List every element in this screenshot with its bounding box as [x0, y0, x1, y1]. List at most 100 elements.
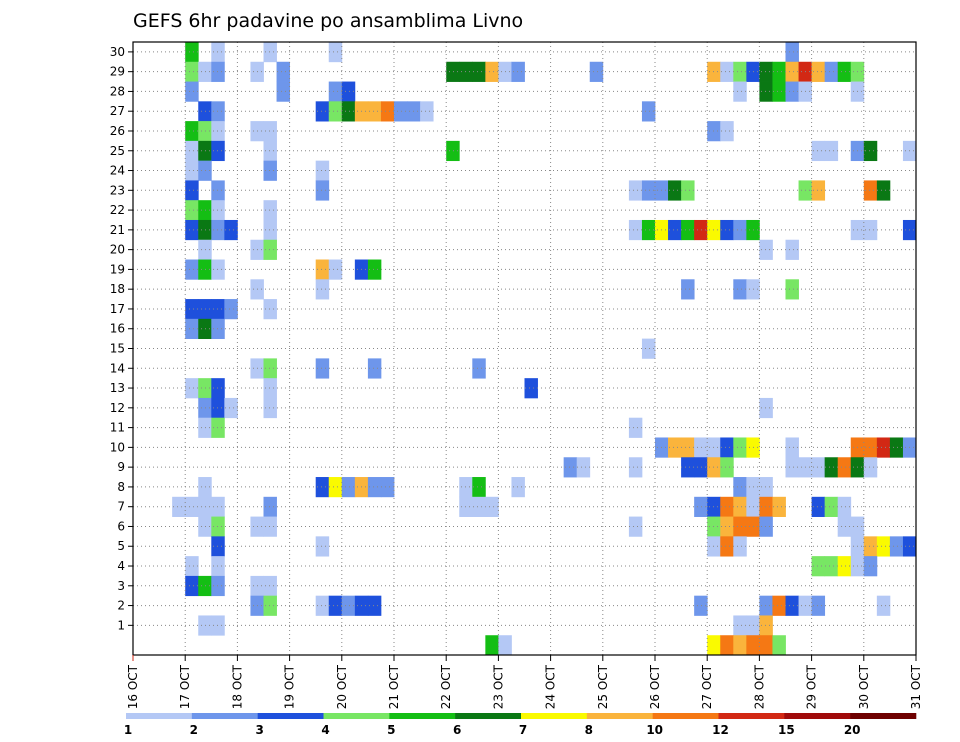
x-tick-label: 31 OCT	[909, 664, 923, 709]
data-cell	[263, 516, 277, 537]
y-tick-label: 21	[110, 223, 125, 237]
data-cell	[198, 219, 212, 241]
data-cell	[733, 536, 747, 557]
data-cell	[733, 615, 747, 636]
data-cell	[263, 219, 277, 241]
data-cell	[198, 160, 212, 181]
data-cell	[863, 140, 878, 162]
data-cell	[211, 536, 225, 557]
data-cell	[694, 595, 708, 616]
data-cell	[720, 121, 734, 142]
data-cell	[498, 635, 512, 656]
data-cell	[759, 397, 773, 419]
data-cell	[681, 457, 695, 478]
data-cell	[185, 575, 199, 597]
legend-label: 5	[387, 723, 395, 737]
data-cell	[733, 437, 747, 458]
y-tick-label: 25	[110, 144, 125, 158]
legend-swatch	[718, 713, 785, 719]
data-cell	[185, 299, 199, 320]
y-tick-label: 12	[110, 401, 125, 415]
data-cell	[811, 595, 826, 616]
data-cell	[211, 121, 225, 142]
data-cell	[837, 496, 852, 517]
data-cell	[628, 417, 643, 438]
data-cell	[472, 61, 486, 82]
y-tick-label: 5	[117, 539, 125, 553]
data-cell	[589, 61, 604, 82]
y-tick-label: 19	[110, 262, 125, 276]
y-tick-label: 14	[110, 361, 125, 375]
data-cell	[211, 378, 225, 399]
data-cell	[185, 318, 199, 340]
data-cell	[198, 615, 212, 636]
data-cell	[485, 635, 499, 656]
data-cell	[641, 101, 656, 122]
data-cell	[172, 496, 186, 517]
data-cell	[694, 219, 708, 241]
legend-label: 7	[519, 723, 527, 737]
data-cell	[628, 219, 643, 241]
data-cell	[811, 180, 826, 201]
data-cell	[263, 496, 277, 517]
data-cell	[198, 397, 212, 419]
y-tick-label: 8	[117, 480, 125, 494]
y-tick-label: 15	[110, 342, 125, 356]
y-tick-label: 6	[117, 519, 125, 533]
data-cell	[720, 219, 734, 241]
x-tick-label: 27 OCT	[700, 664, 714, 709]
data-cell	[185, 160, 199, 181]
legend-swatch	[850, 713, 917, 719]
data-cell	[733, 635, 747, 656]
data-cell	[185, 180, 199, 201]
data-cell	[211, 417, 225, 438]
data-cell	[811, 140, 826, 162]
data-cell	[315, 160, 330, 181]
data-cell	[824, 140, 839, 162]
data-cell	[185, 121, 199, 142]
data-cell	[772, 496, 786, 517]
data-cell	[263, 160, 277, 181]
data-cell	[759, 516, 773, 537]
data-cell	[511, 61, 525, 82]
x-tick-label: 16 OCT	[126, 664, 140, 709]
y-tick-label: 1	[117, 618, 125, 632]
y-tick-label: 4	[117, 559, 125, 573]
data-cell	[472, 477, 486, 498]
data-cell	[759, 81, 773, 102]
data-cell	[315, 477, 330, 498]
data-cell	[772, 635, 786, 656]
legend-swatch	[586, 713, 653, 719]
x-tick-label: 18 OCT	[230, 664, 244, 709]
y-tick-label: 16	[110, 322, 125, 336]
data-cell	[446, 140, 460, 162]
data-cell	[185, 556, 199, 577]
data-cell	[263, 299, 277, 320]
data-cell	[681, 279, 695, 300]
data-cell	[198, 239, 212, 260]
x-tick-label: 28 OCT	[752, 664, 766, 709]
data-cell	[681, 437, 695, 458]
x-tick-label: 19 OCT	[283, 664, 297, 709]
data-cell	[889, 437, 904, 458]
data-cell	[641, 338, 656, 359]
y-tick-label: 29	[110, 65, 125, 79]
data-cell	[694, 437, 708, 458]
y-tick-label: 30	[110, 45, 125, 59]
data-cell	[198, 61, 212, 82]
data-cell	[198, 417, 212, 438]
data-cell	[811, 457, 826, 478]
legend-label: 3	[255, 723, 263, 737]
data-cell	[785, 61, 799, 82]
data-cell	[198, 318, 212, 340]
data-cell	[720, 61, 734, 82]
y-tick-label: 9	[117, 460, 125, 474]
data-cell	[824, 556, 839, 577]
data-cell	[341, 595, 356, 616]
cells-layer	[172, 42, 917, 656]
data-cell	[276, 81, 290, 102]
data-cell	[837, 516, 852, 537]
data-cell	[185, 140, 199, 162]
data-cell	[733, 496, 747, 517]
y-tick-label: 13	[110, 381, 125, 395]
